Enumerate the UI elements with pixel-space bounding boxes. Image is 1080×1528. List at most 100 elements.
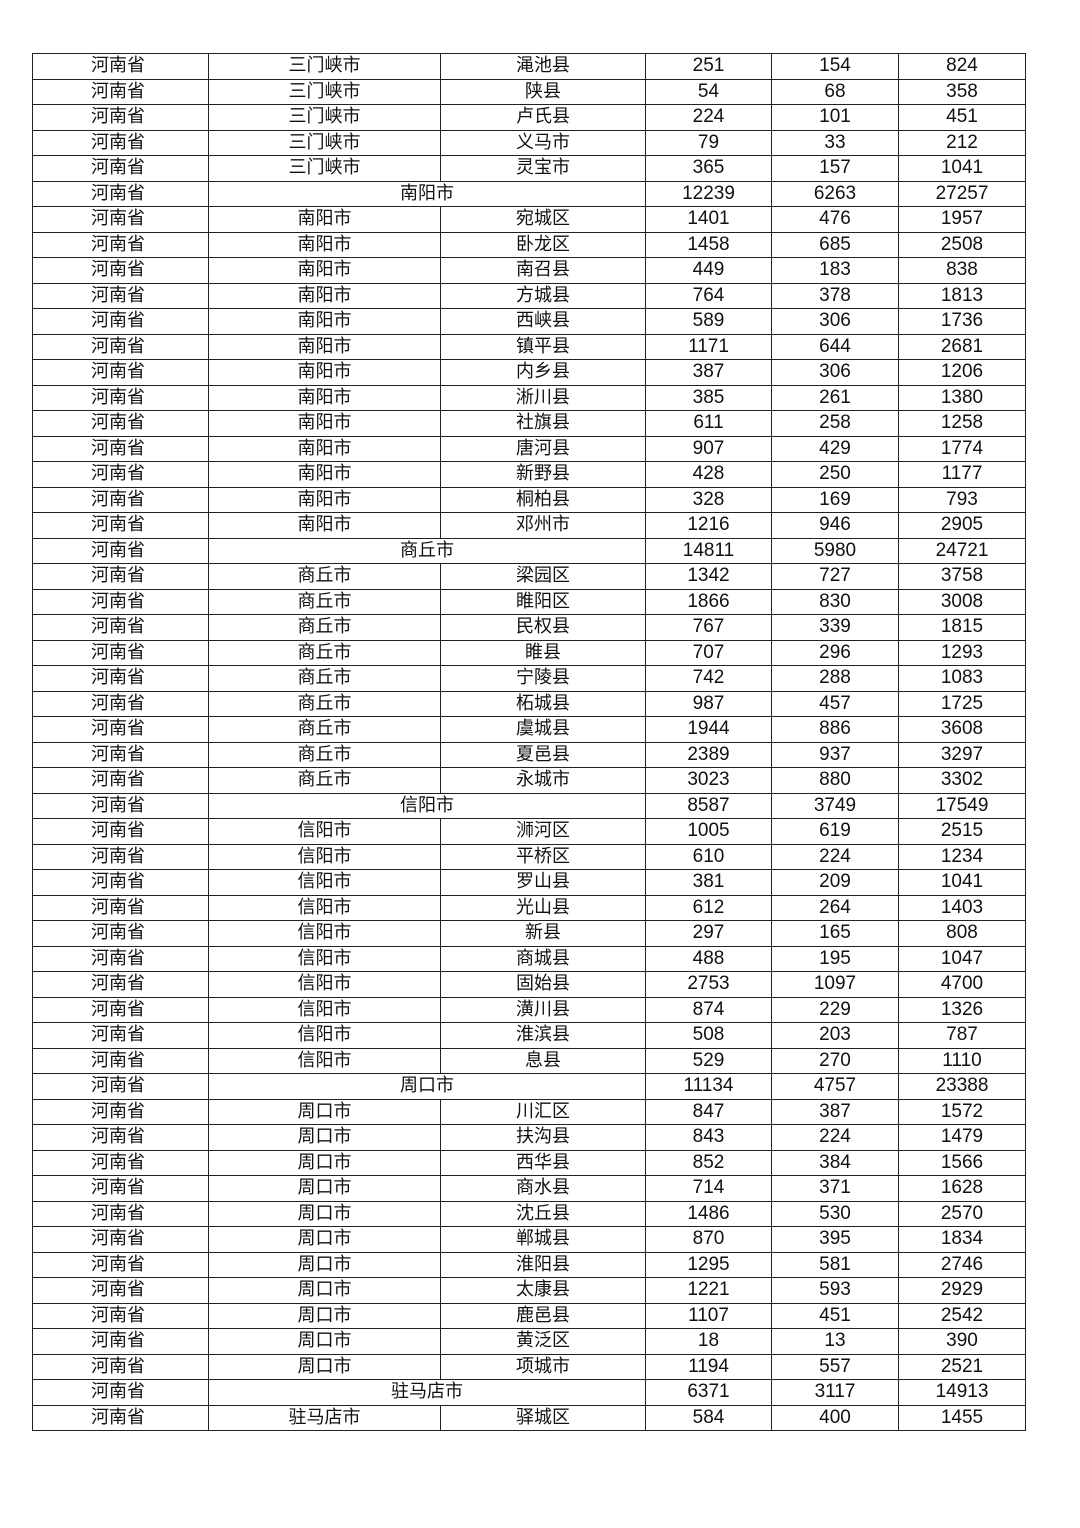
value-3-cell: 793 xyxy=(898,486,1026,513)
table-row: 河南省 南阳市 镇平县 1171 644 2681 xyxy=(32,333,1026,360)
province-cell: 河南省 xyxy=(32,945,209,972)
value-1-cell: 874 xyxy=(645,996,772,1023)
city-cell: 信阳市 xyxy=(208,920,441,947)
value-3-cell: 1326 xyxy=(898,996,1026,1023)
value-1-cell: 1486 xyxy=(645,1200,772,1227)
county-cell: 邓州市 xyxy=(440,512,646,539)
value-1-cell: 1458 xyxy=(645,231,772,258)
province-cell: 河南省 xyxy=(32,257,209,284)
table-row: 河南省 商丘市 永城市 3023 880 3302 xyxy=(32,767,1026,794)
table-row: 河南省 信阳市 淮滨县 508 203 787 xyxy=(32,1022,1026,1049)
value-3-cell: 1813 xyxy=(898,282,1026,309)
province-cell: 河南省 xyxy=(32,971,209,998)
table-row: 河南省 南阳市 方城县 764 378 1813 xyxy=(32,282,1026,309)
table-row: 河南省 三门峡市 卢氏县 224 101 451 xyxy=(32,104,1026,131)
county-cell: 卢氏县 xyxy=(440,104,646,131)
value-3-cell: 1957 xyxy=(898,206,1026,233)
value-2-cell: 157 xyxy=(771,155,899,182)
province-cell: 河南省 xyxy=(32,792,209,819)
table-row: 河南省 三门峡市 渑池县 251 154 824 xyxy=(32,53,1026,80)
province-cell: 河南省 xyxy=(32,435,209,462)
county-cell: 民权县 xyxy=(440,614,646,641)
value-2-cell: 250 xyxy=(771,461,899,488)
value-1-cell: 1005 xyxy=(645,818,772,845)
value-3-cell: 23388 xyxy=(898,1073,1026,1100)
city-total-row: 河南省 信阳市 8587 3749 17549 xyxy=(32,792,1026,819)
value-1-cell: 1295 xyxy=(645,1251,772,1278)
province-cell: 河南省 xyxy=(32,1073,209,1100)
value-2-cell: 530 xyxy=(771,1200,899,1227)
province-cell: 河南省 xyxy=(32,53,209,80)
table-row: 河南省 周口市 黄泛区 18 13 390 xyxy=(32,1328,1026,1355)
province-cell: 河南省 xyxy=(32,1226,209,1253)
value-2-cell: 685 xyxy=(771,231,899,258)
province-cell: 河南省 xyxy=(32,1124,209,1151)
city-total-row: 河南省 驻马店市 6371 3117 14913 xyxy=(32,1379,1026,1406)
value-2-cell: 261 xyxy=(771,384,899,411)
value-1-cell: 907 xyxy=(645,435,772,462)
value-1-cell: 381 xyxy=(645,869,772,896)
city-cell: 周口市 xyxy=(208,1353,441,1380)
county-cell: 项城市 xyxy=(440,1353,646,1380)
city-cell: 三门峡市 xyxy=(208,129,441,156)
province-cell: 河南省 xyxy=(32,282,209,309)
county-cell: 固始县 xyxy=(440,971,646,998)
province-cell: 河南省 xyxy=(32,359,209,386)
value-2-cell: 387 xyxy=(771,1098,899,1125)
value-3-cell: 1258 xyxy=(898,410,1026,437)
city-cell: 周口市 xyxy=(208,1175,441,1202)
city-total-row: 河南省 商丘市 14811 5980 24721 xyxy=(32,537,1026,564)
county-cell: 淅川县 xyxy=(440,384,646,411)
province-cell: 河南省 xyxy=(32,1022,209,1049)
county-cell: 卧龙区 xyxy=(440,231,646,258)
value-1-cell: 508 xyxy=(645,1022,772,1049)
table-row: 河南省 周口市 扶沟县 843 224 1479 xyxy=(32,1124,1026,1151)
value-1-cell: 428 xyxy=(645,461,772,488)
value-1-cell: 2753 xyxy=(645,971,772,998)
table-row: 河南省 南阳市 淅川县 385 261 1380 xyxy=(32,384,1026,411)
province-cell: 河南省 xyxy=(32,537,209,564)
value-2-cell: 229 xyxy=(771,996,899,1023)
table-row: 河南省 信阳市 潢川县 874 229 1326 xyxy=(32,996,1026,1023)
value-3-cell: 390 xyxy=(898,1328,1026,1355)
county-cell: 桐柏县 xyxy=(440,486,646,513)
value-1-cell: 449 xyxy=(645,257,772,284)
value-1-cell: 2389 xyxy=(645,741,772,768)
value-3-cell: 17549 xyxy=(898,792,1026,819)
county-cell: 西华县 xyxy=(440,1149,646,1176)
county-cell: 宛城区 xyxy=(440,206,646,233)
value-1-cell: 1944 xyxy=(645,716,772,743)
value-1-cell: 12239 xyxy=(645,180,772,207)
city-cell: 信阳市 xyxy=(208,1047,441,1074)
value-2-cell: 830 xyxy=(771,588,899,615)
value-1-cell: 612 xyxy=(645,894,772,921)
value-3-cell: 1774 xyxy=(898,435,1026,462)
table-row: 河南省 商丘市 民权县 767 339 1815 xyxy=(32,614,1026,641)
table-row: 河南省 商丘市 虞城县 1944 886 3608 xyxy=(32,716,1026,743)
city-cell: 驻马店市 xyxy=(208,1379,646,1406)
province-cell: 河南省 xyxy=(32,461,209,488)
county-cell: 南召县 xyxy=(440,257,646,284)
value-3-cell: 1455 xyxy=(898,1404,1026,1431)
city-cell: 商丘市 xyxy=(208,537,646,564)
table-row: 河南省 周口市 太康县 1221 593 2929 xyxy=(32,1277,1026,1304)
city-cell: 信阳市 xyxy=(208,1022,441,1049)
province-cell: 河南省 xyxy=(32,1175,209,1202)
city-cell: 商丘市 xyxy=(208,690,441,717)
value-3-cell: 1234 xyxy=(898,843,1026,870)
value-3-cell: 1047 xyxy=(898,945,1026,972)
city-cell: 南阳市 xyxy=(208,231,441,258)
value-2-cell: 619 xyxy=(771,818,899,845)
value-1-cell: 1171 xyxy=(645,333,772,360)
table-row: 河南省 周口市 鹿邑县 1107 451 2542 xyxy=(32,1302,1026,1329)
value-3-cell: 24721 xyxy=(898,537,1026,564)
city-cell: 驻马店市 xyxy=(208,1404,441,1431)
value-3-cell: 1083 xyxy=(898,665,1026,692)
value-3-cell: 1403 xyxy=(898,894,1026,921)
province-cell: 河南省 xyxy=(32,563,209,590)
table-row: 河南省 信阳市 平桥区 610 224 1234 xyxy=(32,843,1026,870)
city-cell: 南阳市 xyxy=(208,257,441,284)
value-3-cell: 2929 xyxy=(898,1277,1026,1304)
province-cell: 河南省 xyxy=(32,588,209,615)
county-cell: 郸城县 xyxy=(440,1226,646,1253)
